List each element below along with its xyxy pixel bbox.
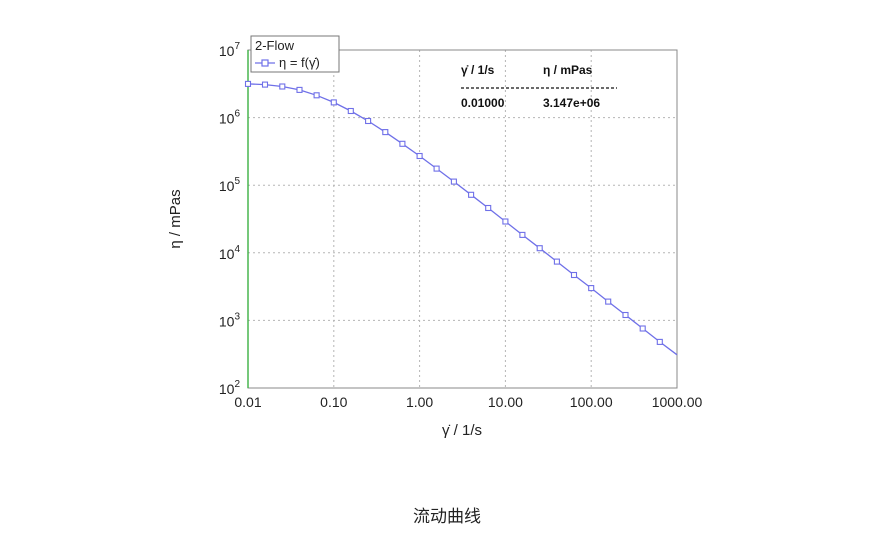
y-tick-label: 107 <box>219 41 241 59</box>
data-point <box>553 258 560 265</box>
series-line <box>247 83 678 356</box>
annotation-value-shear-rate: 0.01000 <box>461 96 505 110</box>
data-point <box>261 81 269 88</box>
data-point <box>536 245 543 252</box>
data-point <box>399 140 406 147</box>
annotation-value-viscosity: 3.147e+06 <box>543 96 600 110</box>
data-point <box>622 311 629 319</box>
data-point <box>433 165 440 172</box>
data-point <box>502 218 509 225</box>
data-point <box>588 285 595 292</box>
data-point <box>347 107 354 115</box>
data-point <box>382 129 389 136</box>
x-tick-label: 0.10 <box>320 394 347 410</box>
legend[interactable]: 2-Flow η = f(γ̇) <box>250 35 340 73</box>
data-point <box>570 271 578 279</box>
data-point <box>605 298 612 305</box>
data-point <box>365 117 372 125</box>
y-tick-label: 103 <box>219 311 241 329</box>
data-point <box>244 80 252 87</box>
data-point <box>450 178 457 185</box>
series-layer <box>244 80 678 356</box>
x-tick-label: 0.01 <box>234 394 261 410</box>
data-point <box>279 83 286 90</box>
y-tick-label: 104 <box>219 244 241 262</box>
x-tick-label: 100.00 <box>570 394 613 410</box>
legend-entry-label: η = f(γ̇) <box>279 55 320 70</box>
data-point <box>313 92 320 99</box>
data-point <box>656 338 663 345</box>
data-point <box>639 325 646 332</box>
x-tick-label: 10.00 <box>488 394 523 410</box>
data-point <box>485 204 492 212</box>
annotation-header-shear-rate: γ̇ / 1/s <box>461 63 495 77</box>
legend-swatch-marker <box>261 59 269 67</box>
data-point <box>296 86 303 93</box>
data-point <box>519 231 526 238</box>
data-point <box>330 99 337 106</box>
grid <box>248 50 677 388</box>
x-tick-label: 1000.00 <box>652 394 703 410</box>
data-point <box>416 152 423 160</box>
x-tick-label: 1.00 <box>406 394 433 410</box>
data-point <box>468 191 475 198</box>
legend-title: 2-Flow <box>255 38 295 53</box>
y-tick-label: 106 <box>219 109 241 127</box>
annotation-header-viscosity: η / mPas <box>543 63 593 77</box>
figure-caption: 流动曲线 <box>413 507 481 527</box>
x-axis-title: γ̇ / 1/s <box>442 422 482 439</box>
y-tick-label: 105 <box>219 176 241 194</box>
y-axis-title: η / mPas <box>167 189 184 248</box>
annotation-table: γ̇ / 1/s η / mPas 0.01000 3.147e+06 <box>461 63 617 110</box>
